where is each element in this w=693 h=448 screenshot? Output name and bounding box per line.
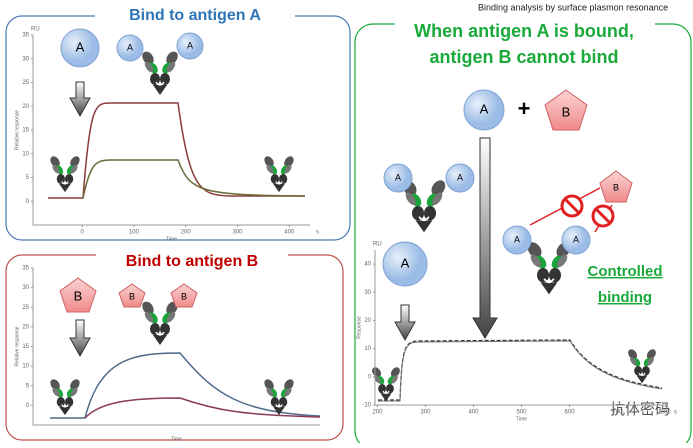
y-tick-label: 20 xyxy=(22,104,29,110)
antigen-b xyxy=(544,89,588,131)
note: binding xyxy=(598,289,652,306)
arrow xyxy=(69,81,91,118)
x-tick-label: 400 xyxy=(468,410,479,416)
panel-border xyxy=(5,254,344,441)
x-tick-label: 500 xyxy=(516,410,527,416)
panel-title: When antigen A is bound, xyxy=(414,21,634,41)
x-tick-label: 400 xyxy=(284,230,295,236)
axis-unit: RU xyxy=(373,242,382,248)
antigen-a xyxy=(382,241,428,287)
antigen-label: A xyxy=(187,40,193,50)
antigen-label: B xyxy=(74,288,83,303)
sensorgram xyxy=(378,339,663,401)
y-tick-label: 30 xyxy=(22,56,29,62)
arrow xyxy=(472,137,498,339)
y-tick-label: 10 xyxy=(22,364,29,370)
y-axis-label: Response xyxy=(356,316,362,339)
x-tick-label: 0 xyxy=(81,230,85,236)
antigen-a xyxy=(60,28,100,68)
antigen-label: B xyxy=(129,291,135,301)
x-tick-label: 200 xyxy=(181,230,192,236)
y-axis-label: Relative response xyxy=(14,326,20,366)
x-axis-label: Time xyxy=(516,416,527,422)
y-tick-label: 0 xyxy=(368,374,372,380)
sensorgram xyxy=(48,102,305,199)
y-tick-label: 10 xyxy=(364,346,371,352)
y-tick-label: 0 xyxy=(26,403,30,409)
y-tick-label: 20 xyxy=(22,324,29,330)
x-tick-label: 300 xyxy=(233,230,244,236)
sensorgram xyxy=(82,159,306,199)
x-tick-label: 800 xyxy=(661,410,672,416)
caption: Binding analysis by surface plasmon reso… xyxy=(478,2,668,12)
note: Controlled xyxy=(588,263,663,280)
y-tick-label: 0 xyxy=(26,199,30,205)
antigen-a xyxy=(463,89,505,131)
y-tick-label: 20 xyxy=(364,318,371,324)
antigen-label: A xyxy=(401,255,410,270)
axis-unit: s xyxy=(674,410,677,416)
plus: + xyxy=(518,96,531,121)
x-tick-label: 700 xyxy=(613,410,624,416)
sensorgram xyxy=(378,340,663,402)
y-tick-label: 5 xyxy=(26,383,30,389)
y-tick-label: 30 xyxy=(22,285,29,291)
antigen-label: B xyxy=(181,291,187,301)
y-tick-label: 25 xyxy=(22,80,29,86)
sensorgram xyxy=(84,397,321,419)
axis-unit: s xyxy=(316,230,319,236)
y-axis-label: Relative response xyxy=(14,110,20,150)
y-tick-label: -10 xyxy=(362,403,371,409)
y-tick-label: 30 xyxy=(364,290,371,296)
antigen-label: A xyxy=(573,234,579,244)
x-tick-label: 600 xyxy=(565,410,576,416)
x-tick-label: 300 xyxy=(420,410,431,416)
x-tick-label: 200 xyxy=(372,410,383,416)
antigen-label: B xyxy=(562,104,571,119)
y-tick-label: 15 xyxy=(22,344,29,350)
panel-title: Bind to antigen A xyxy=(129,7,261,24)
y-tick-label: 40 xyxy=(364,262,371,268)
antigen-b xyxy=(59,277,97,313)
y-tick-label: 15 xyxy=(22,128,29,134)
antigen-label: A xyxy=(457,172,463,182)
arrow xyxy=(394,304,416,342)
y-tick-label: 25 xyxy=(22,305,29,311)
antigen-label: A xyxy=(76,39,85,54)
x-tick-label: 100 xyxy=(129,230,140,236)
panel-title: Bind to antigen B xyxy=(126,253,258,270)
antigen-label: A xyxy=(395,172,401,182)
y-tick-label: 5 xyxy=(26,175,30,181)
y-tick-label: 10 xyxy=(22,151,29,157)
antigen-label: B xyxy=(613,182,619,192)
x-axis-label: Time xyxy=(171,436,182,442)
x-axis-label: Time xyxy=(166,236,177,242)
antigen-label: A xyxy=(480,101,489,116)
arrow xyxy=(69,319,91,358)
antigen-label: A xyxy=(514,234,520,244)
y-tick-label: 35 xyxy=(22,266,29,272)
axis-unit: RU xyxy=(31,27,40,33)
antigen-label: A xyxy=(127,42,133,52)
y-tick-label: 35 xyxy=(22,33,29,39)
sensorgram xyxy=(50,352,321,419)
panel-title: antigen B cannot bind xyxy=(430,47,619,67)
